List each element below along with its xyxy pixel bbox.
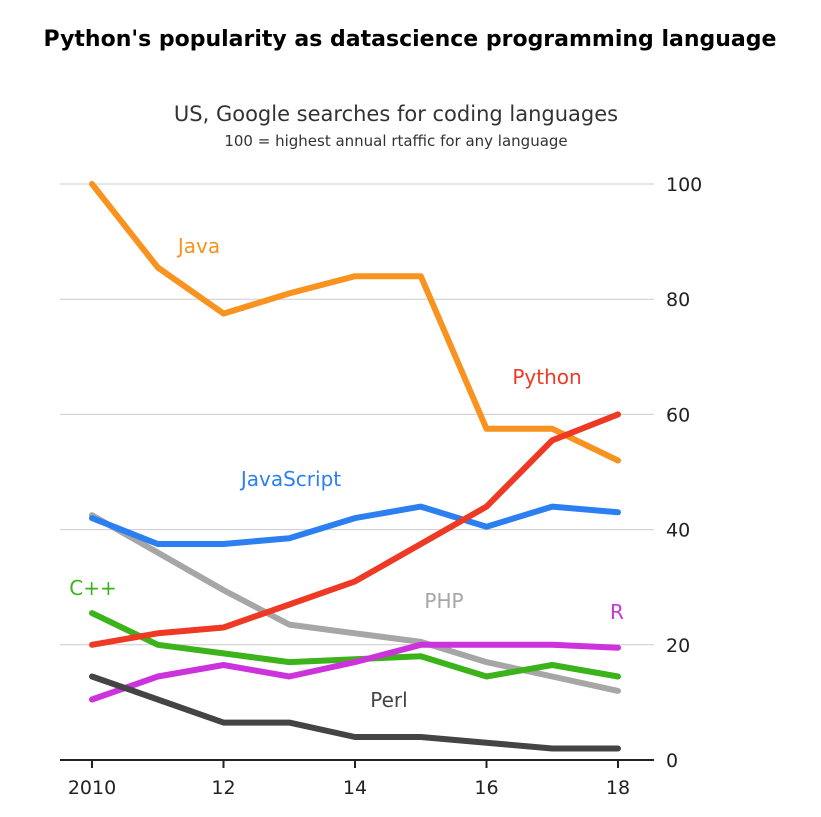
series-line-javascript [89, 503, 621, 547]
y-tick-label: 20 [666, 635, 690, 657]
y-tick-label: 60 [666, 404, 690, 426]
chart-subtitle: 100 = highest annual rtaffic for any lan… [224, 132, 567, 150]
series-line-perl [89, 673, 621, 752]
series-line-r [89, 641, 621, 703]
series-line-java [89, 181, 621, 464]
x-tick-label: 14 [343, 777, 367, 799]
chart-title: US, Google searches for coding languages [174, 102, 618, 126]
series-labels: Java Python JavaScript PHP C++ R Perl [69, 234, 624, 712]
series-label-java: Java [176, 234, 220, 258]
series-label-python: Python [512, 365, 581, 389]
y-tick-label: 0 [666, 750, 678, 772]
series-lines [89, 181, 621, 752]
series-label-cplusplus: C++ [69, 576, 116, 600]
series-label-perl: Perl [370, 688, 407, 712]
x-tick-label: 2010 [68, 777, 116, 799]
y-tick-label: 80 [666, 289, 690, 311]
y-tick-label: 40 [666, 520, 690, 542]
series-line-python [89, 411, 621, 648]
series-label-javascript: JavaScript [239, 467, 341, 491]
y-tick-label: 100 [666, 174, 702, 196]
axes: 0 20 40 60 80 100 2010 12 14 16 18 [60, 174, 702, 799]
x-tick-label: 12 [211, 777, 235, 799]
x-tick-label: 16 [474, 777, 498, 799]
series-label-php: PHP [424, 589, 463, 613]
x-tick-label: 18 [606, 777, 630, 799]
series-label-r: R [610, 600, 624, 624]
main-title: Python's popularity as datascience progr… [44, 27, 777, 52]
